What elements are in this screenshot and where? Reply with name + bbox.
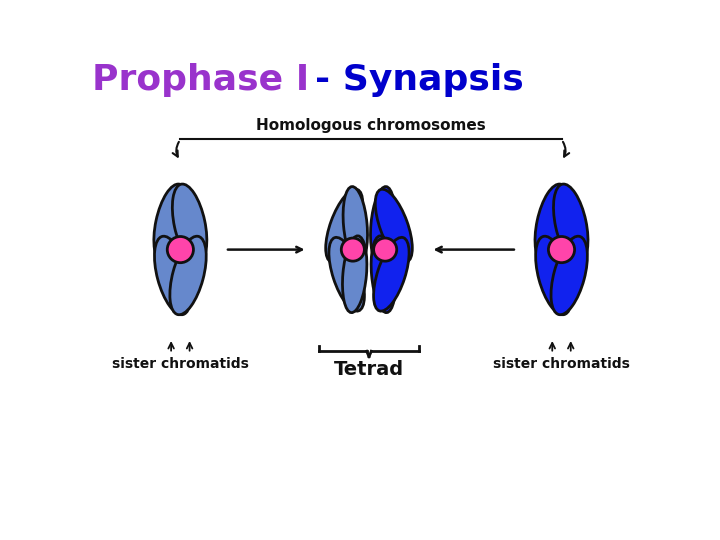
Ellipse shape: [172, 184, 207, 264]
Ellipse shape: [343, 236, 367, 313]
Text: sister chromatids: sister chromatids: [493, 356, 630, 370]
Ellipse shape: [170, 236, 206, 315]
Ellipse shape: [325, 189, 363, 262]
Circle shape: [167, 237, 194, 262]
Ellipse shape: [155, 236, 191, 315]
Circle shape: [341, 238, 364, 261]
Ellipse shape: [554, 184, 588, 264]
Circle shape: [549, 237, 575, 262]
Ellipse shape: [551, 236, 588, 315]
Circle shape: [374, 238, 397, 261]
Ellipse shape: [535, 184, 570, 264]
Text: Tetrad: Tetrad: [334, 360, 404, 379]
Ellipse shape: [154, 184, 189, 264]
Ellipse shape: [371, 236, 395, 313]
Text: Prophase I: Prophase I: [91, 63, 309, 97]
Text: - Synapsis: - Synapsis: [315, 63, 524, 97]
Ellipse shape: [374, 238, 409, 311]
Ellipse shape: [536, 236, 572, 315]
Ellipse shape: [329, 238, 364, 311]
Text: Homologous chromosomes: Homologous chromosomes: [256, 118, 486, 132]
Ellipse shape: [371, 187, 395, 264]
Text: sister chromatids: sister chromatids: [112, 356, 249, 370]
Ellipse shape: [375, 189, 413, 262]
Ellipse shape: [343, 187, 367, 264]
